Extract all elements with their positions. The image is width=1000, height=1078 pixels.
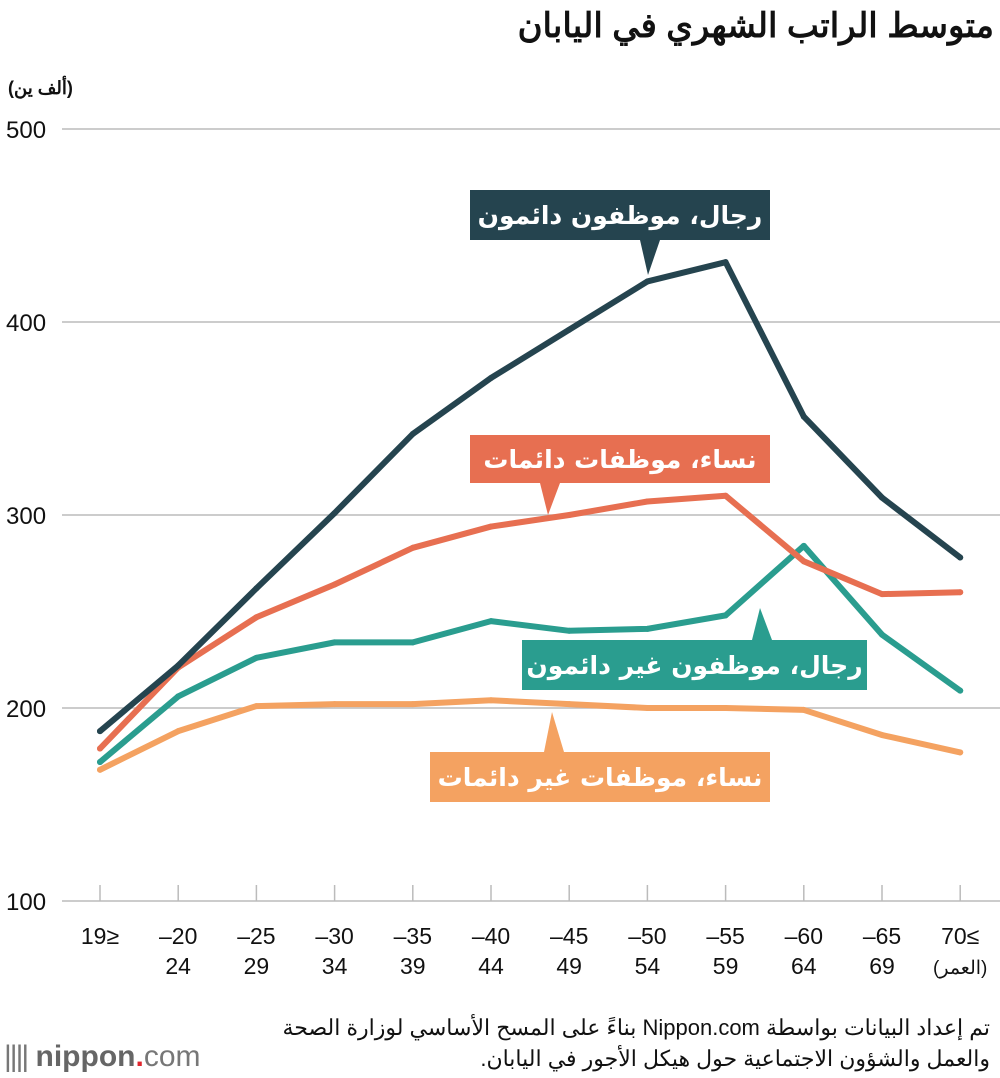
- data-point: [97, 759, 103, 766]
- series-line: [97, 492, 964, 752]
- chart-title: متوسط الراتب الشهري في اليابان: [517, 7, 994, 45]
- data-point: [488, 523, 494, 530]
- x-tick-label: –25: [237, 923, 275, 949]
- data-point: [722, 492, 729, 499]
- series-line: [97, 697, 964, 773]
- data-point: [175, 693, 182, 700]
- data-point: [800, 706, 807, 713]
- data-point: [800, 413, 807, 420]
- data-point: [97, 766, 103, 773]
- data-point: [97, 728, 103, 735]
- data-point: [800, 542, 807, 549]
- data-point: [331, 701, 338, 708]
- legend-label: رجال، موظفون غير دائمون: [526, 651, 862, 681]
- x-tick-label: –30: [315, 923, 353, 949]
- data-point: [644, 278, 651, 285]
- legend-label: نساء، موظفات دائمات: [483, 445, 756, 475]
- x-tick-label: 29: [244, 953, 270, 979]
- x-tick-label: –45: [550, 923, 588, 949]
- legend-label: نساء، موظفات غير دائمات: [438, 763, 763, 793]
- data-point: [879, 732, 885, 739]
- y-tick-label: 200: [6, 696, 46, 723]
- x-tick-label: 34: [322, 953, 348, 979]
- data-point: [488, 374, 494, 381]
- data-point: [331, 639, 338, 646]
- data-point: [644, 498, 651, 505]
- data-point: [722, 705, 729, 711]
- data-point: [409, 639, 416, 646]
- callout-pointer: [544, 712, 564, 752]
- x-tick-label: –20: [159, 923, 197, 949]
- x-tick-label: –40: [472, 923, 510, 949]
- data-point: [175, 728, 182, 735]
- x-tick-label: 70≤: [941, 923, 979, 949]
- data-point: [253, 614, 260, 621]
- data-point: [409, 544, 416, 551]
- x-axis-label: (العمر): [933, 958, 987, 979]
- data-point: [253, 654, 260, 661]
- data-point: [644, 625, 651, 632]
- line-chart: 100 200 300 400 500 19≥ –20 24 –25 29 –30 34 –35 39 –4…: [6, 117, 1000, 979]
- nippon-logo: |||| nippon.com: [4, 1040, 201, 1073]
- series-line: [97, 259, 964, 735]
- source-note: تم إعداد البيانات بواسطة Nippon.com بناء…: [282, 1015, 990, 1071]
- data-point: [253, 703, 260, 710]
- data-point: [566, 512, 573, 518]
- data-point: [566, 326, 573, 333]
- y-tick-label: 100: [6, 889, 46, 916]
- x-tick-label: –50: [628, 923, 666, 949]
- data-point: [253, 585, 260, 592]
- x-tick-label: 49: [556, 953, 582, 979]
- callout-pointer: [540, 483, 560, 515]
- data-point: [566, 627, 573, 634]
- legend-box: [470, 190, 770, 240]
- legend-box: [430, 752, 770, 802]
- x-tick-label: 59: [713, 953, 739, 979]
- y-tick-label: 300: [6, 503, 46, 530]
- callout-pointer: [752, 608, 772, 640]
- data-point: [879, 631, 885, 638]
- data-point: [566, 701, 573, 708]
- callout-pointer: [640, 240, 660, 275]
- x-tick-label: –65: [863, 923, 901, 949]
- data-point: [957, 687, 964, 694]
- data-point: [488, 697, 494, 704]
- data-point: [409, 430, 416, 437]
- data-point: [97, 745, 103, 752]
- data-point: [409, 701, 416, 708]
- x-tick-label: 19≥: [81, 923, 119, 949]
- x-tick-label: –55: [706, 923, 744, 949]
- data-point: [879, 591, 885, 598]
- y-tick-label: 400: [6, 310, 46, 337]
- data-point: [644, 705, 651, 711]
- data-point: [488, 618, 494, 625]
- data-point: [722, 259, 729, 266]
- x-tick-label: –60: [785, 923, 823, 949]
- x-tick-label: 64: [791, 953, 817, 979]
- data-point: [957, 554, 964, 561]
- data-point: [879, 494, 885, 501]
- legend-box: [522, 640, 867, 690]
- y-axis-unit: (ألف ين): [8, 78, 73, 98]
- data-point: [331, 581, 338, 588]
- data-point: [957, 589, 964, 596]
- data-point: [175, 662, 182, 669]
- data-point: [800, 558, 807, 565]
- data-point: [331, 510, 338, 517]
- x-tick-label: 69: [869, 953, 895, 979]
- x-tick-label: 39: [400, 953, 426, 979]
- legend-box: [470, 435, 770, 483]
- x-tick-label: 44: [478, 953, 504, 979]
- x-tick-label: 24: [165, 953, 191, 979]
- data-point: [722, 612, 729, 619]
- data-point: [957, 749, 964, 756]
- legend-label: رجال، موظفون دائمون: [478, 201, 763, 231]
- y-tick-label: 500: [6, 117, 46, 144]
- series-line: [97, 542, 964, 766]
- x-tick-label: –35: [394, 923, 432, 949]
- x-tick-label: 54: [635, 953, 661, 979]
